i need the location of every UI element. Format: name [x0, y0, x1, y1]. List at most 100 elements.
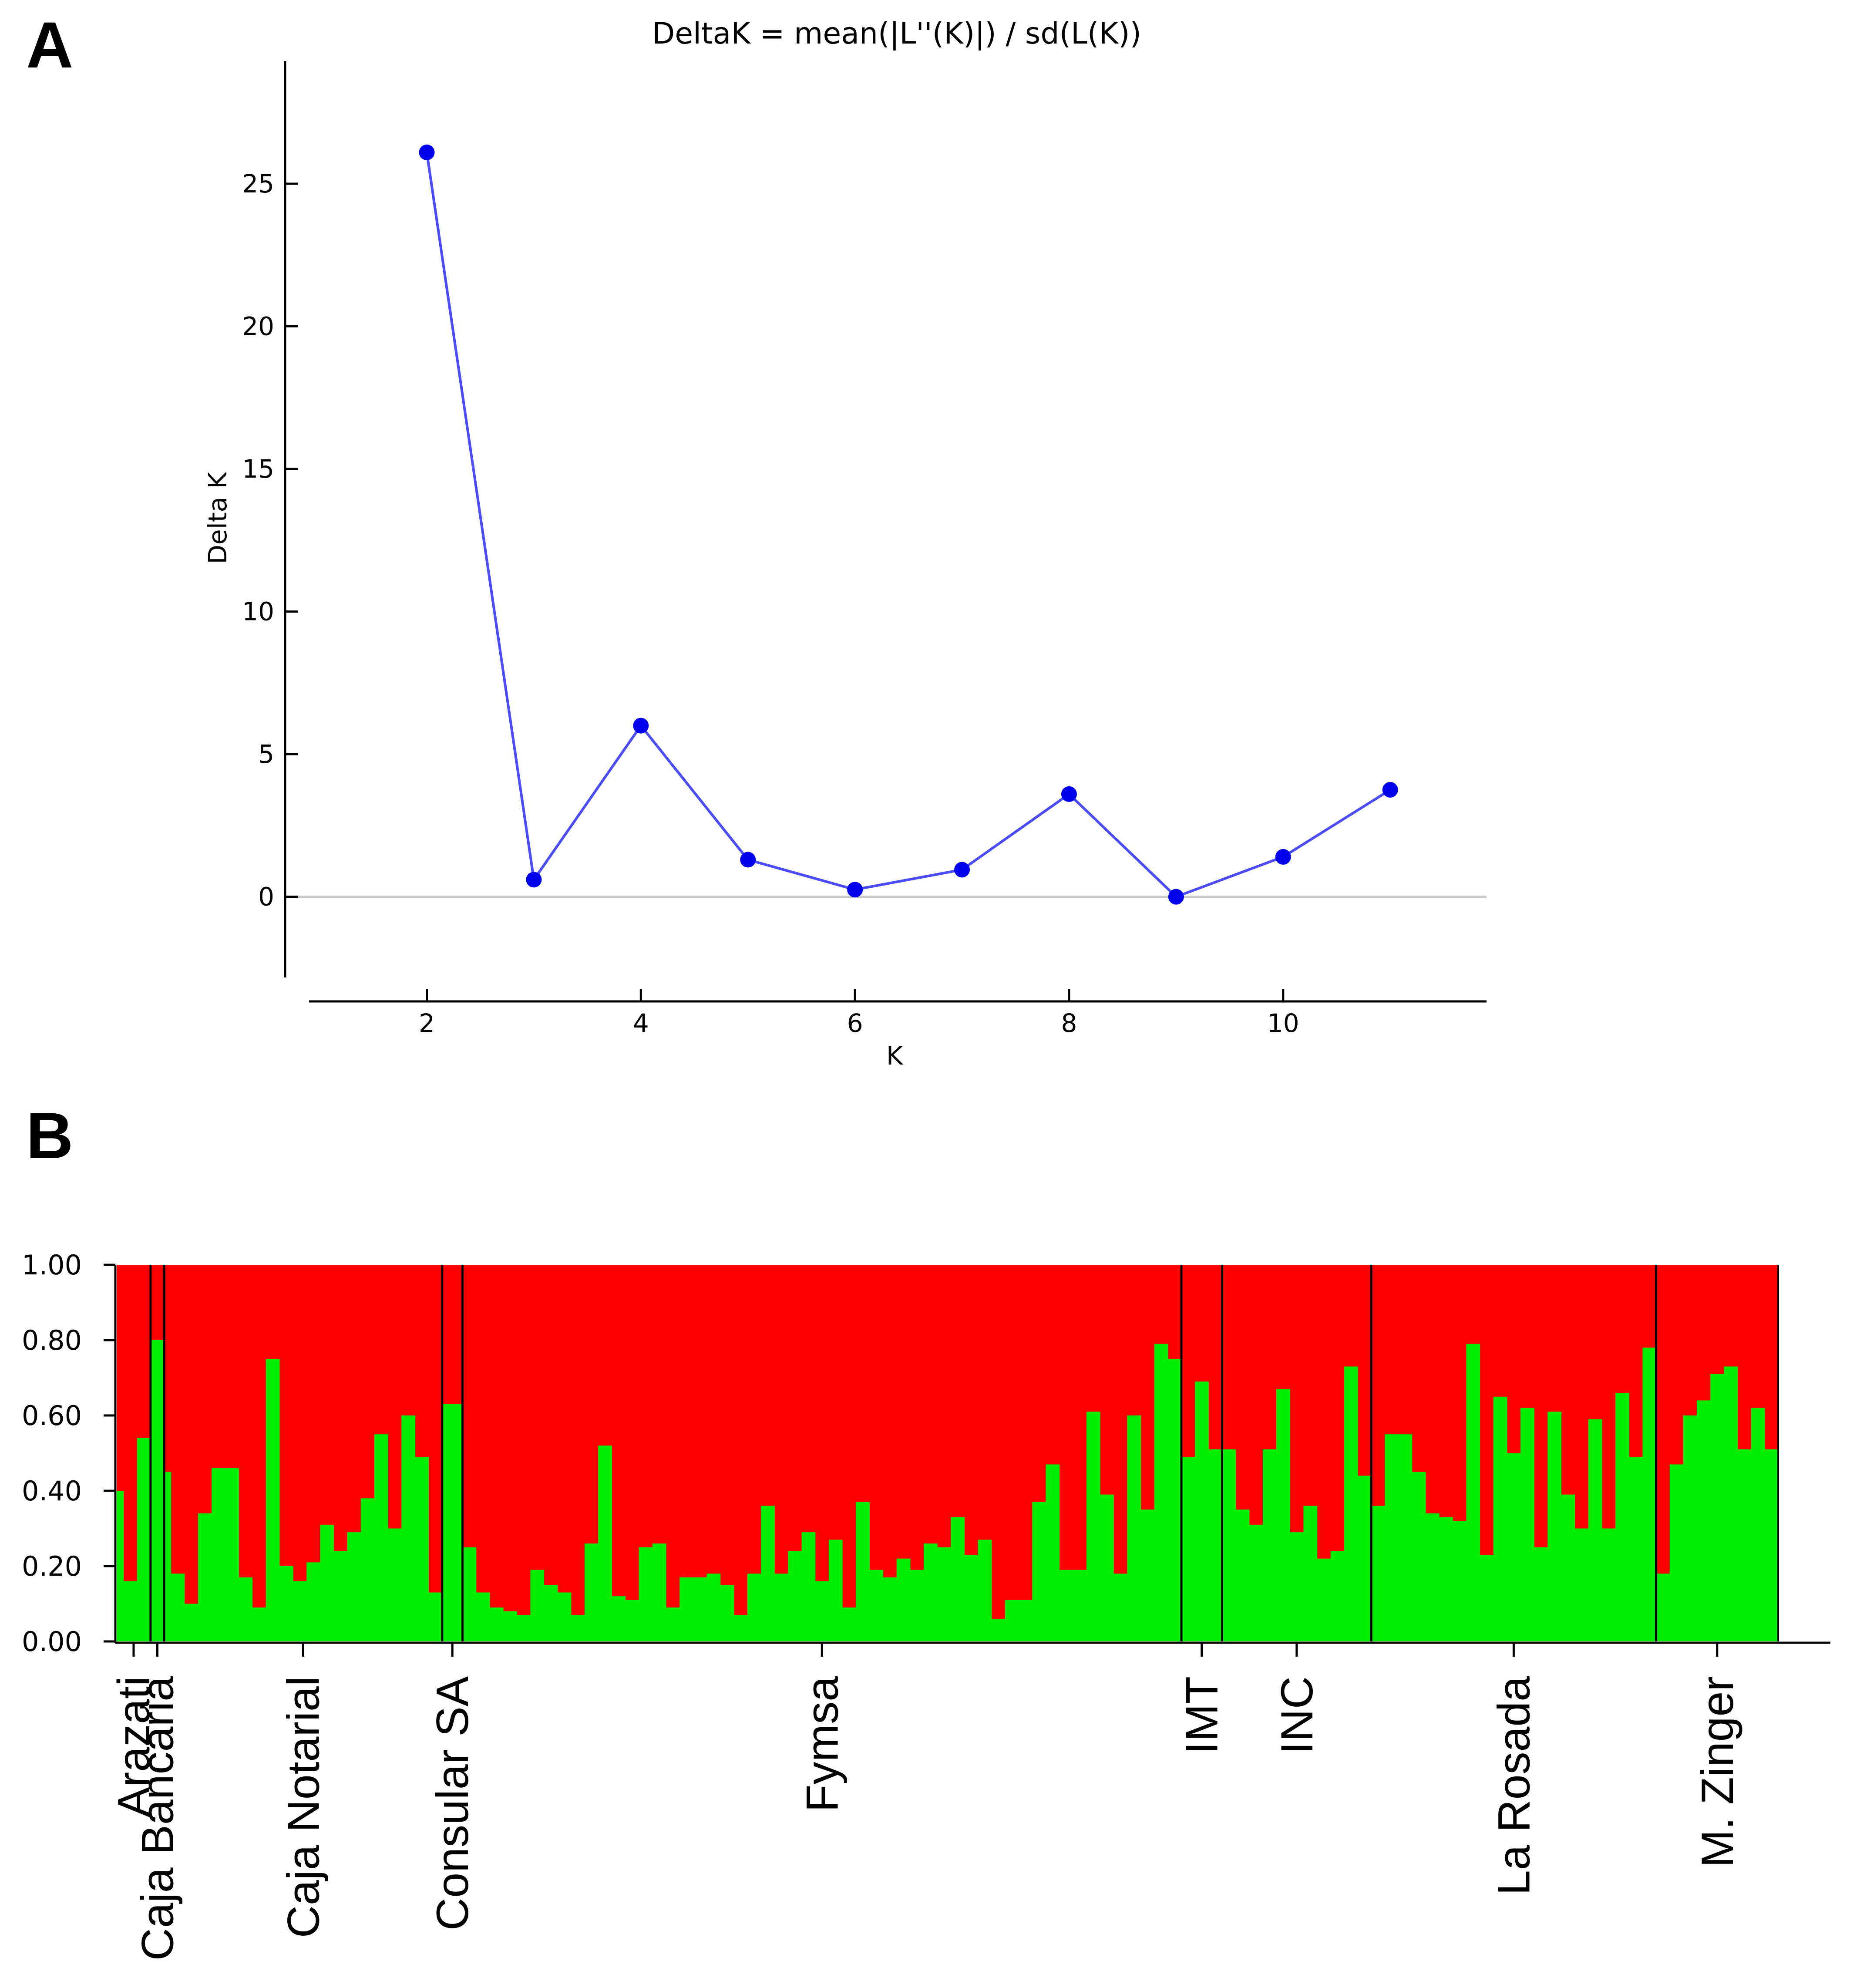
chart-b-bar-cluster-2 [761, 1506, 768, 1641]
chart-b-bar-cluster-2 [1507, 1453, 1514, 1641]
chart-b-bar-cluster-2 [523, 1615, 531, 1641]
chart-a-point [740, 852, 756, 868]
chart-b-bar-cluster-2 [1113, 1574, 1121, 1641]
chart-b-bar-cluster-2 [686, 1577, 693, 1641]
chart-b-bar-cluster-2 [455, 1404, 463, 1641]
chart-b-bar-cluster-2 [232, 1468, 239, 1641]
chart-b-bar-cluster-2 [1473, 1344, 1480, 1641]
chart-b-bar-cluster-2 [164, 1472, 172, 1641]
chart-b-bar-cluster-2 [333, 1551, 341, 1641]
chart-b-bar-cluster-2 [591, 1543, 599, 1641]
chart-b-bar-cluster-2 [1378, 1506, 1385, 1641]
chart-b-bar-cluster-2 [598, 1446, 605, 1641]
chart-b-bar-cluster-2 [1717, 1374, 1724, 1641]
chart-a-point [633, 718, 649, 734]
chart-b-bar-cluster-2 [788, 1551, 795, 1641]
chart-b-bar-cluster-2 [537, 1570, 545, 1641]
chart-b-bar-cluster-2 [625, 1600, 632, 1641]
chart-b-bar-cluster-2 [1412, 1472, 1419, 1641]
chart-b-bar-cluster-2 [551, 1585, 558, 1641]
chart-b-bar-cluster-2 [1201, 1381, 1209, 1641]
chart-b-bar-cluster-2 [469, 1547, 477, 1641]
chart-b-bar-cluster-2 [781, 1574, 788, 1641]
chart-a-xlabel: K [886, 1041, 904, 1071]
chart-b-bar-cluster-2 [1663, 1574, 1670, 1641]
chart-b-bar-cluster-2 [178, 1574, 185, 1641]
chart-a-ytick-label: 25 [242, 169, 274, 199]
chart-b-bar-cluster-2 [1161, 1344, 1168, 1641]
chart-b-bar-cluster-2 [1737, 1449, 1745, 1641]
chart-b-bar-cluster-2 [842, 1607, 850, 1641]
chart-b-ytick-label: 0.60 [22, 1400, 82, 1432]
chart-b-bar-cluster-2 [876, 1570, 884, 1641]
chart-b-bar-cluster-2 [1358, 1476, 1365, 1641]
chart-a-title: DeltaK = mean(|L''(K)|) / sd(L(K)) [652, 17, 1141, 51]
chart-b-bar-cluster-2 [706, 1574, 714, 1641]
chart-b-bar-cluster-2 [1330, 1551, 1338, 1641]
chart-a-xtick-label: 6 [847, 1008, 863, 1038]
chart-b-ytick-label: 0.20 [22, 1550, 82, 1582]
chart-b-bar-cluster-2 [1547, 1412, 1555, 1641]
chart-b-bar-cluster-2 [794, 1551, 802, 1641]
chart-b-bar-cluster-2 [415, 1457, 422, 1641]
chart-b-ytick-label: 1.00 [22, 1249, 82, 1281]
chart-b-bar-cluster-2 [1256, 1524, 1263, 1641]
chart-b-bar-cluster-2 [388, 1528, 395, 1641]
chart-b-group-label: Arazati [109, 1676, 159, 1817]
chart-b-bar-cluster-2 [1269, 1449, 1277, 1641]
chart-b-bar-cluster-2 [835, 1540, 843, 1641]
chart-b-bar-cluster-2 [1249, 1524, 1256, 1641]
chart-b-bar-cluster-2 [1730, 1366, 1738, 1641]
chart-b-bar-cluster-2 [1222, 1449, 1229, 1641]
chart-b-bar-cluster-2 [896, 1558, 904, 1641]
chart-b-bar-cluster-2 [883, 1577, 890, 1641]
chart-b-bar-cluster-2 [1751, 1408, 1758, 1641]
chart-b-bar-cluster-2 [612, 1596, 619, 1641]
chart-b-bar-cluster-2 [340, 1551, 348, 1641]
chart-b-bar-cluster-2 [1595, 1419, 1602, 1641]
chart-b-bar-cluster-2 [801, 1532, 809, 1641]
panel-label-b: B [26, 1099, 73, 1172]
chart-b-bar-cluster-2 [1541, 1547, 1548, 1641]
chart-b-group-label: Fymsa [797, 1676, 848, 1812]
chart-b-bar-cluster-2 [646, 1547, 653, 1641]
chart-b-bar-cluster-2 [1622, 1393, 1629, 1641]
chart-b-bar-cluster-2 [557, 1592, 565, 1641]
chart-b-bar-cluster-2 [144, 1438, 151, 1641]
chart-b-bar-cluster-2 [1242, 1510, 1250, 1641]
chart-b-bar-cluster-2 [1398, 1434, 1406, 1641]
chart-b-bar-cluster-2 [503, 1611, 511, 1641]
chart-a-point [1061, 786, 1077, 802]
chart-b-bar-cluster-2 [1561, 1494, 1568, 1641]
chart-b-bar-cluster-2 [862, 1502, 870, 1641]
chart-b-bar-cluster-2 [1581, 1528, 1589, 1641]
chart-b-bar-cluster-2 [218, 1468, 225, 1641]
chart-b-bar-cluster-2 [313, 1562, 320, 1641]
chart-b-bar-cluster-2 [1181, 1457, 1189, 1641]
chart-b-bar-cluster-2 [374, 1434, 382, 1641]
chart-b-bar-cluster-2 [856, 1502, 863, 1641]
chart-b-bar-cluster-2 [991, 1619, 999, 1641]
chart-b-bar-cluster-2 [584, 1543, 592, 1641]
chart-b-bar-cluster-2 [1635, 1457, 1643, 1641]
chart-b-bar-cluster-2 [903, 1558, 911, 1641]
chart-a-ytick-label: 15 [242, 454, 274, 484]
chart-b-bar-cluster-2 [659, 1543, 666, 1641]
chart-b-bar-cluster-2 [1385, 1434, 1392, 1641]
chart-a-xtick-label: 8 [1061, 1008, 1077, 1038]
chart-b-bar-cluster-2 [1371, 1506, 1379, 1641]
chart-b-bar-cluster-2 [252, 1607, 259, 1641]
chart-b-bar-cluster-2 [1324, 1558, 1331, 1641]
chart-b-bar-cluster-2 [1642, 1348, 1650, 1641]
chart-b-bar-cluster-2 [1419, 1472, 1426, 1641]
chart-b-bar-cluster-2 [1025, 1600, 1033, 1641]
chart-b-bar-cluster-2 [849, 1607, 856, 1641]
chart-a-point [419, 144, 435, 160]
chart-b-group-label: M. Zinger [1692, 1676, 1743, 1867]
chart-b-bar-cluster-2 [1697, 1400, 1704, 1641]
chart-b-bar-cluster-2 [605, 1446, 612, 1641]
chart-b-bar-cluster-2 [1195, 1381, 1202, 1641]
chart-b-bar-cluster-2 [957, 1517, 965, 1641]
chart-b-bar-cluster-2 [822, 1581, 829, 1641]
chart-b-ytick-label: 0.80 [22, 1324, 82, 1356]
